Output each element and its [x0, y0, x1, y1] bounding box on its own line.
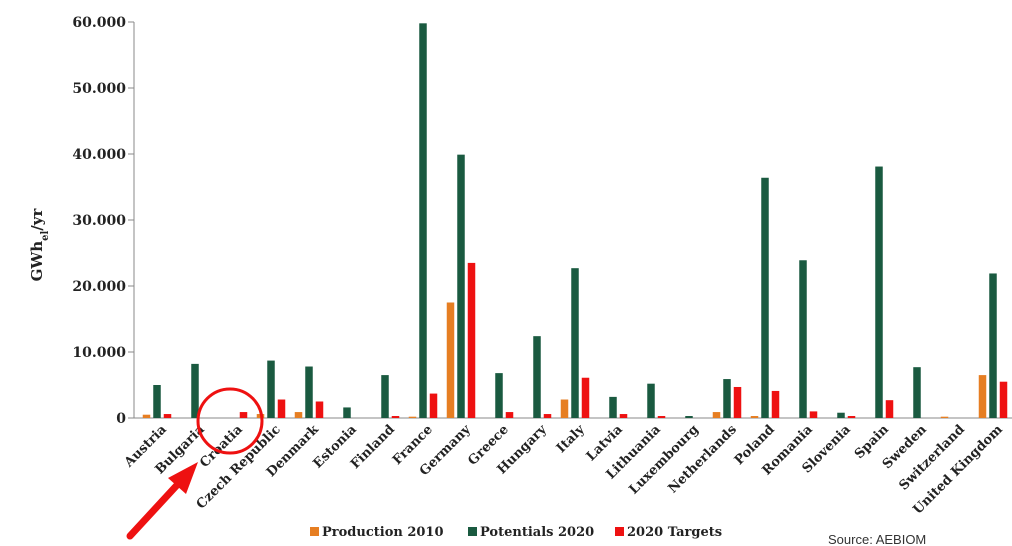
y-tick-label: 30.000 — [72, 213, 126, 229]
bar — [771, 390, 780, 418]
bar — [239, 412, 248, 418]
bar — [560, 399, 569, 418]
y-tick-label: 60.000 — [72, 15, 126, 31]
bar — [305, 366, 313, 418]
bar — [153, 385, 161, 418]
y-tick-label: 20.000 — [72, 279, 126, 295]
bar — [847, 416, 856, 418]
bar — [712, 412, 721, 418]
bar — [581, 377, 590, 418]
legend-label: 2020 Targets — [627, 525, 722, 540]
bar — [657, 416, 666, 418]
y-tick-label: 50.000 — [72, 81, 126, 97]
bar — [505, 412, 514, 418]
bar — [761, 177, 769, 418]
bar — [163, 414, 172, 418]
bar — [837, 412, 845, 418]
bar — [191, 363, 199, 418]
legend-label: Production 2010 — [322, 525, 444, 540]
bars — [142, 23, 1008, 418]
bar — [885, 400, 894, 418]
y-axis-title: GWhel/yr — [28, 207, 51, 281]
x-tick-label: Italy — [554, 422, 588, 456]
bar — [809, 411, 818, 418]
bar — [343, 407, 351, 418]
bar — [467, 262, 476, 418]
bar — [647, 383, 655, 418]
y-tick-label: 40.000 — [72, 147, 126, 163]
legend-label: Potentials 2020 — [480, 525, 594, 540]
bar — [609, 396, 617, 418]
bar — [457, 154, 465, 418]
legend-swatch — [468, 527, 477, 536]
bar — [267, 360, 275, 418]
bar — [571, 268, 579, 418]
bar — [733, 386, 742, 418]
bar — [495, 373, 503, 418]
bar — [429, 393, 438, 418]
bar — [723, 379, 731, 418]
bar — [408, 416, 417, 418]
bar — [999, 381, 1008, 418]
bar — [419, 23, 427, 418]
highlight-arrow — [126, 462, 198, 540]
bar — [446, 302, 455, 418]
bar — [913, 367, 921, 418]
bar — [142, 414, 151, 418]
bar — [391, 416, 400, 418]
legend-swatch — [615, 527, 624, 536]
y-tick-label: 10.000 — [72, 345, 126, 361]
bar — [685, 416, 693, 418]
bar — [381, 375, 389, 418]
bar — [315, 401, 324, 418]
bar — [989, 273, 997, 418]
bar — [619, 414, 628, 418]
bar — [799, 260, 807, 418]
bar — [750, 416, 759, 418]
source-note: Source: AEBIOM — [828, 532, 926, 546]
bar — [277, 399, 286, 418]
bar — [533, 336, 541, 418]
bar — [543, 414, 552, 418]
y-axis: 0 10.000 20.000 30.000 40.000 50.000 60.000 — [72, 15, 1012, 427]
y-tick-label: 0 — [116, 411, 126, 427]
bar — [294, 412, 303, 418]
bar — [940, 416, 949, 418]
bar — [875, 166, 883, 418]
legend-swatch — [310, 527, 319, 536]
legend: Production 2010 Potentials 2020 2020 Targe… — [310, 525, 722, 540]
x-tick-label: Netherlands — [666, 422, 740, 496]
bar — [978, 375, 987, 418]
highlight-circle — [196, 387, 264, 455]
